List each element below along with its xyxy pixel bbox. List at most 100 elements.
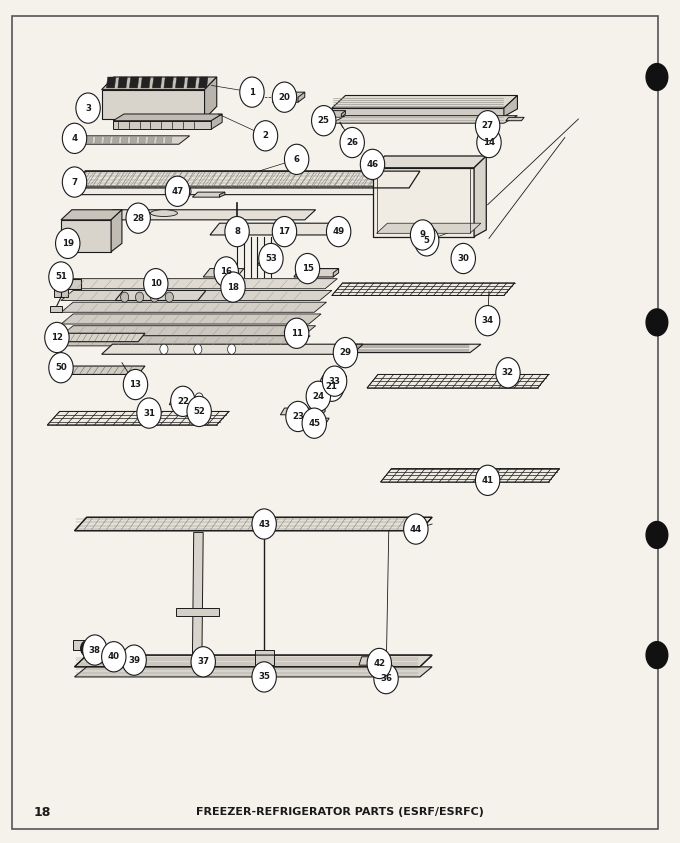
Text: 37: 37 (197, 658, 209, 666)
Circle shape (81, 641, 92, 656)
Circle shape (97, 645, 111, 662)
Text: 16: 16 (220, 267, 233, 277)
Text: 7: 7 (71, 178, 78, 186)
Polygon shape (373, 156, 486, 168)
Circle shape (322, 366, 347, 396)
Circle shape (451, 244, 475, 274)
Text: 22: 22 (177, 397, 189, 405)
Polygon shape (152, 77, 162, 88)
Ellipse shape (150, 210, 177, 217)
Text: 47: 47 (171, 187, 184, 196)
Polygon shape (220, 192, 225, 197)
Polygon shape (112, 137, 119, 143)
Polygon shape (321, 408, 325, 415)
Polygon shape (322, 376, 347, 383)
Circle shape (120, 293, 129, 302)
Polygon shape (318, 381, 340, 388)
Circle shape (63, 167, 87, 197)
Polygon shape (61, 210, 122, 220)
Polygon shape (54, 289, 68, 297)
Circle shape (284, 318, 309, 348)
Polygon shape (75, 655, 432, 667)
Polygon shape (329, 232, 350, 239)
Polygon shape (377, 223, 481, 234)
Circle shape (411, 220, 435, 250)
Text: 5: 5 (424, 236, 430, 245)
Polygon shape (141, 77, 150, 88)
Circle shape (646, 642, 668, 668)
Text: 49: 49 (333, 227, 345, 236)
Circle shape (302, 408, 326, 438)
Circle shape (76, 93, 100, 123)
Circle shape (165, 293, 173, 302)
Polygon shape (341, 110, 345, 117)
Circle shape (415, 226, 439, 256)
Circle shape (340, 127, 364, 158)
Text: 29: 29 (339, 348, 352, 357)
Text: 4: 4 (71, 134, 78, 142)
Polygon shape (101, 210, 316, 220)
Circle shape (646, 522, 668, 549)
Polygon shape (332, 283, 515, 295)
Circle shape (184, 189, 188, 194)
Text: 35: 35 (258, 673, 270, 681)
Circle shape (272, 82, 296, 112)
Polygon shape (272, 92, 305, 102)
Polygon shape (101, 344, 363, 354)
Text: 15: 15 (301, 264, 313, 273)
Text: 18: 18 (227, 282, 239, 292)
Text: 3: 3 (85, 104, 91, 113)
Text: 52: 52 (193, 407, 205, 416)
Text: 8: 8 (234, 227, 240, 236)
Polygon shape (61, 336, 310, 346)
Polygon shape (118, 77, 127, 88)
Text: 33: 33 (328, 377, 341, 385)
Polygon shape (203, 269, 244, 277)
Polygon shape (504, 95, 517, 116)
Text: 46: 46 (367, 160, 379, 169)
Polygon shape (148, 137, 154, 143)
Circle shape (475, 305, 500, 336)
Text: 26: 26 (346, 138, 358, 147)
Polygon shape (106, 77, 116, 88)
Circle shape (333, 337, 358, 368)
Polygon shape (169, 398, 198, 405)
Polygon shape (367, 374, 549, 388)
Polygon shape (61, 302, 326, 312)
Polygon shape (205, 77, 217, 119)
Polygon shape (362, 159, 379, 165)
Circle shape (45, 322, 69, 352)
Circle shape (49, 352, 73, 383)
Text: 2: 2 (262, 132, 269, 140)
Text: 43: 43 (258, 519, 270, 529)
Circle shape (150, 293, 158, 302)
Polygon shape (339, 344, 481, 352)
Polygon shape (61, 291, 332, 300)
Circle shape (496, 357, 520, 388)
Polygon shape (255, 650, 273, 665)
Polygon shape (187, 77, 197, 88)
Circle shape (143, 269, 168, 298)
Circle shape (284, 144, 309, 175)
Polygon shape (332, 115, 517, 123)
Polygon shape (129, 77, 139, 88)
Circle shape (94, 644, 109, 663)
Circle shape (475, 465, 500, 496)
Polygon shape (61, 220, 111, 252)
Text: 51: 51 (55, 272, 67, 282)
Polygon shape (130, 137, 137, 143)
Text: 40: 40 (108, 652, 120, 661)
Circle shape (254, 121, 277, 151)
Polygon shape (192, 192, 225, 197)
Circle shape (180, 185, 191, 198)
Polygon shape (333, 269, 339, 277)
Polygon shape (50, 366, 145, 374)
Text: 44: 44 (410, 524, 422, 534)
Circle shape (252, 509, 276, 540)
Text: 18: 18 (34, 806, 51, 819)
Text: 31: 31 (143, 409, 155, 417)
Text: 39: 39 (128, 656, 140, 664)
Polygon shape (75, 667, 432, 677)
Polygon shape (121, 137, 128, 143)
Circle shape (126, 203, 150, 234)
